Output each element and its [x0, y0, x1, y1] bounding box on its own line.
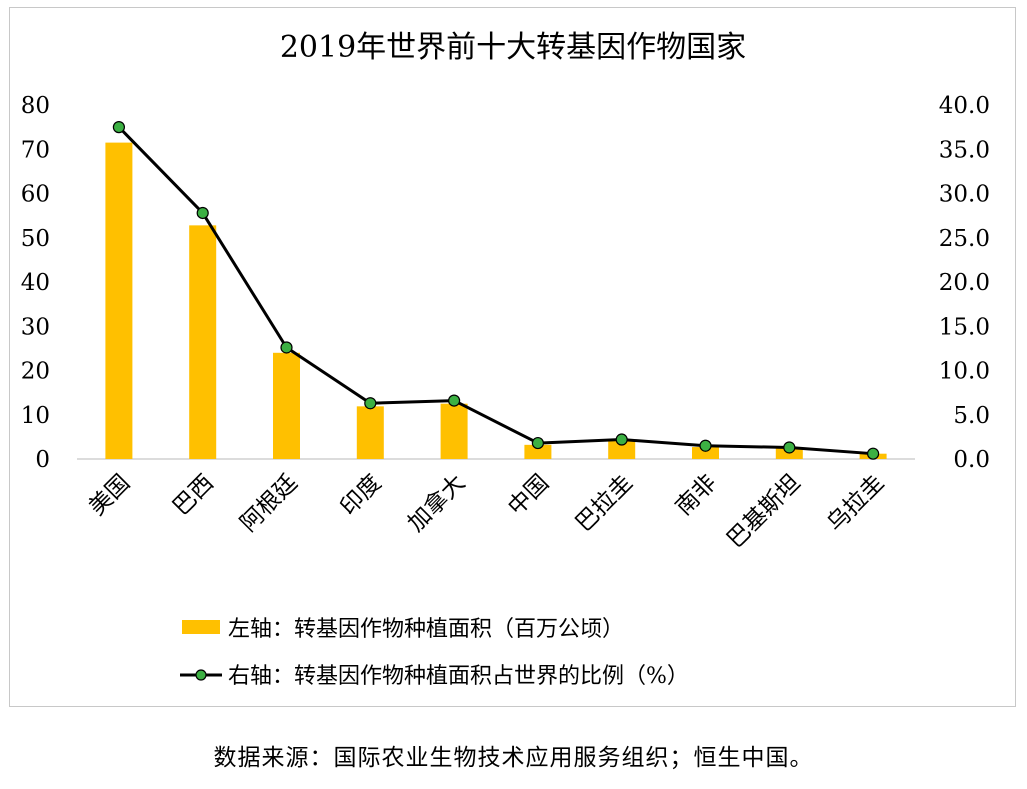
bar	[524, 444, 552, 459]
right-tick-label: 30.0	[939, 182, 990, 208]
line-point	[280, 341, 293, 354]
bar	[356, 406, 384, 459]
legend-line-marker	[195, 669, 207, 681]
right-tick-label: 5.0	[953, 403, 990, 429]
legend: 左轴：转基因作物种植面积（百万公顷） 右轴：转基因作物种植面积占世界的比例（%）	[180, 617, 689, 689]
right-tick-label: 15.0	[939, 314, 990, 340]
bar-series	[105, 142, 887, 460]
line-point	[783, 441, 796, 454]
line-point	[615, 433, 628, 446]
left-tick-label: 0	[35, 447, 50, 473]
source-note: 数据来源：国际农业生物技术应用服务组织；恒生中国。	[213, 745, 814, 771]
line-point	[699, 439, 712, 452]
x-tick-label: 乌拉圭	[822, 470, 889, 537]
legend-bar-swatch	[182, 620, 220, 634]
left-tick-label: 80	[21, 93, 50, 119]
right-tick-label: 35.0	[939, 137, 990, 163]
x-tick-label: 阿根廷	[236, 470, 303, 537]
right-tick-label: 0.0	[953, 447, 990, 473]
line-point	[448, 394, 461, 407]
line-point	[531, 436, 545, 450]
bar	[273, 352, 300, 459]
left-tick-label: 30	[21, 314, 50, 340]
x-tick-label: 巴基斯坦	[722, 470, 805, 553]
x-tick-label: 中国	[503, 470, 554, 521]
left-tick-label: 40	[21, 270, 50, 296]
line-point	[112, 121, 126, 134]
bar	[692, 447, 719, 459]
x-axis-labels: 美国 巴西 阿根廷 印度 加拿大 中国 巴拉圭 南非 巴基斯坦 乌拉圭	[84, 469, 889, 553]
left-tick-label: 10	[21, 403, 50, 429]
line-series	[112, 121, 880, 460]
line-point	[866, 447, 880, 460]
line-point	[196, 206, 209, 220]
line-point	[364, 397, 377, 410]
right-tick-label: 25.0	[939, 226, 990, 252]
left-tick-label: 20	[21, 359, 50, 385]
right-tick-label: 20.0	[939, 270, 990, 296]
bar	[608, 440, 636, 459]
x-tick-label: 加拿大	[402, 469, 470, 537]
left-tick-label: 60	[21, 182, 50, 208]
x-tick-label: 巴拉圭	[571, 470, 638, 537]
bar	[440, 403, 468, 459]
legend-line-label: 右轴：转基因作物种植面积占世界的比例（%）	[228, 664, 689, 689]
x-tick-label: 南非	[671, 470, 722, 521]
chart-frame	[9, 7, 1016, 707]
left-tick-label: 70	[21, 137, 50, 163]
right-axis-ticks: 0.0 5.0 10.0 15.0 20.0 25.0 30.0 35.0 40.0	[939, 93, 990, 473]
x-tick-label: 印度	[336, 470, 387, 521]
x-tick-label: 巴西	[168, 470, 219, 521]
right-tick-label: 40.0	[939, 93, 990, 119]
bar	[189, 225, 217, 459]
left-axis-ticks: 0 10 20 30 40 50 60 70 80	[21, 93, 50, 473]
bar	[105, 142, 133, 460]
legend-bar-label: 左轴：转基因作物种植面积（百万公顷）	[228, 617, 624, 642]
series-line	[117, 126, 874, 456]
x-tick-label: 美国	[84, 470, 135, 521]
left-tick-label: 50	[21, 226, 50, 252]
chart-title: 2019年世界前十大转基因作物国家	[280, 30, 746, 65]
right-tick-label: 10.0	[939, 359, 990, 385]
